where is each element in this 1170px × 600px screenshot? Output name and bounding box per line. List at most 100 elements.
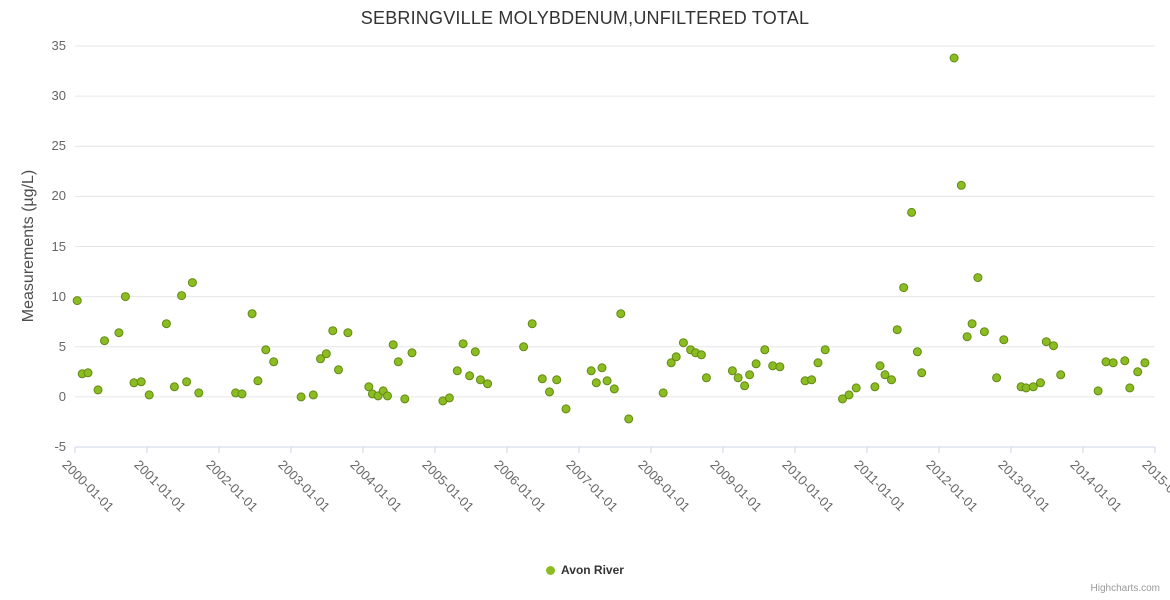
data-point[interactable] — [465, 371, 475, 381]
data-point[interactable] — [72, 296, 82, 306]
data-point[interactable] — [483, 379, 493, 389]
data-point[interactable] — [187, 278, 197, 288]
data-point[interactable] — [194, 388, 204, 398]
data-point[interactable] — [364, 382, 374, 392]
data-point[interactable] — [316, 354, 325, 364]
data-point[interactable] — [892, 325, 902, 335]
data-point[interactable] — [161, 319, 171, 329]
data-point[interactable] — [1049, 341, 1058, 351]
data-point[interactable] — [100, 336, 109, 346]
data-point[interactable] — [956, 180, 966, 190]
data-point[interactable] — [740, 381, 750, 391]
data-point[interactable] — [1021, 383, 1031, 393]
data-point[interactable] — [979, 327, 989, 337]
data-point[interactable] — [177, 291, 187, 301]
data-point[interactable] — [1056, 370, 1066, 380]
data-point[interactable] — [666, 358, 676, 368]
data-point[interactable] — [388, 340, 398, 350]
data-point[interactable] — [1036, 378, 1045, 388]
data-point[interactable] — [751, 359, 761, 369]
data-point[interactable] — [247, 309, 257, 319]
data-point[interactable] — [962, 332, 972, 342]
data-point[interactable] — [519, 342, 529, 352]
data-point[interactable] — [727, 366, 737, 376]
data-point[interactable] — [591, 378, 601, 388]
data-point[interactable] — [308, 390, 318, 400]
data-point[interactable] — [851, 383, 861, 393]
data-point[interactable] — [678, 338, 688, 348]
data-point[interactable] — [269, 357, 279, 367]
data-point[interactable] — [875, 361, 885, 371]
data-point[interactable] — [813, 358, 823, 368]
data-point[interactable] — [169, 382, 179, 392]
data-point[interactable] — [917, 368, 927, 378]
data-point[interactable] — [658, 388, 668, 398]
data-point[interactable] — [334, 365, 343, 375]
data-point[interactable] — [745, 370, 755, 380]
data-point[interactable] — [1108, 358, 1118, 368]
data-point[interactable] — [1133, 367, 1143, 377]
data-point[interactable] — [120, 292, 130, 302]
data-point[interactable] — [93, 385, 103, 395]
highcharts-credit-link[interactable]: Highcharts.com — [1090, 583, 1160, 594]
data-point[interactable] — [992, 373, 1002, 383]
data-point[interactable] — [537, 374, 547, 384]
data-point[interactable] — [452, 366, 462, 376]
data-point[interactable] — [907, 207, 917, 217]
data-point[interactable] — [696, 350, 706, 360]
data-point[interactable] — [899, 283, 909, 293]
data-point[interactable] — [775, 362, 785, 372]
data-point[interactable] — [949, 53, 959, 63]
data-point[interactable] — [807, 375, 817, 385]
data-point[interactable] — [296, 392, 306, 402]
data-point[interactable] — [129, 378, 139, 388]
data-point[interactable] — [760, 345, 770, 355]
data-point[interactable] — [552, 375, 562, 385]
data-point[interactable] — [733, 373, 743, 383]
data-point[interactable] — [328, 326, 338, 336]
data-point[interactable] — [1028, 382, 1038, 392]
data-point[interactable] — [400, 394, 410, 404]
data-point[interactable] — [444, 393, 454, 403]
data-point[interactable] — [1120, 356, 1130, 366]
data-point[interactable] — [887, 375, 896, 385]
data-point[interactable] — [545, 387, 554, 397]
data-point[interactable] — [470, 347, 480, 357]
data-point[interactable] — [973, 273, 983, 283]
data-point[interactable] — [999, 335, 1009, 345]
data-point[interactable] — [527, 319, 537, 329]
data-point[interactable] — [602, 376, 612, 386]
data-point[interactable] — [844, 390, 854, 400]
legend-item-avon-river[interactable]: Avon River — [0, 563, 1170, 577]
data-point[interactable] — [407, 348, 417, 358]
data-point[interactable] — [616, 309, 626, 319]
data-point[interactable] — [820, 345, 830, 355]
data-point[interactable] — [475, 375, 485, 385]
data-point[interactable] — [671, 352, 681, 362]
data-point[interactable] — [561, 404, 571, 414]
data-point[interactable] — [136, 377, 146, 387]
data-point[interactable] — [586, 366, 596, 376]
data-point[interactable] — [609, 384, 619, 394]
data-point[interactable] — [1101, 357, 1111, 367]
data-point[interactable] — [624, 414, 634, 424]
data-point[interactable] — [383, 391, 392, 401]
data-point[interactable] — [768, 361, 778, 371]
data-point[interactable] — [458, 339, 468, 349]
data-point[interactable] — [253, 376, 263, 386]
data-point[interactable] — [1125, 383, 1135, 393]
data-point[interactable] — [1041, 337, 1051, 347]
data-point[interactable] — [1093, 386, 1103, 396]
data-point[interactable] — [870, 382, 880, 392]
data-point[interactable] — [182, 377, 192, 387]
data-point[interactable] — [880, 370, 890, 380]
data-point[interactable] — [701, 373, 711, 383]
data-point[interactable] — [144, 390, 154, 400]
data-point[interactable] — [343, 328, 353, 338]
data-point[interactable] — [237, 389, 247, 399]
data-point[interactable] — [1140, 358, 1150, 368]
data-point[interactable] — [597, 363, 607, 373]
data-point[interactable] — [321, 349, 331, 359]
data-point[interactable] — [114, 328, 124, 338]
data-point[interactable] — [967, 319, 977, 329]
